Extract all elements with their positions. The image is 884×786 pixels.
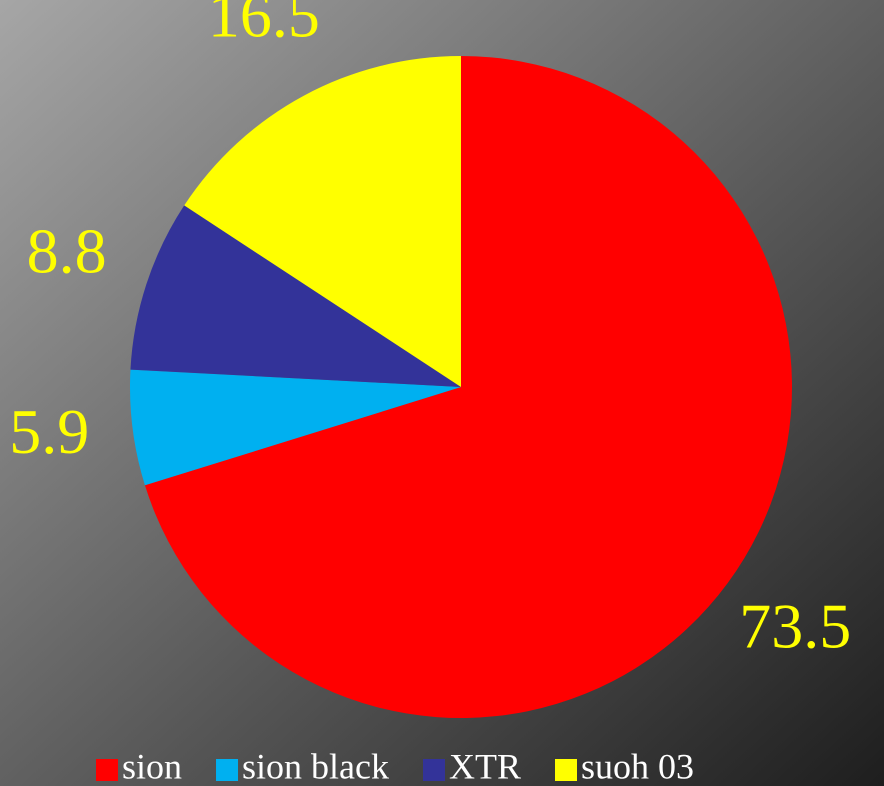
legend-swatch: [555, 759, 577, 781]
data-label: 5.9: [9, 396, 89, 467]
legend-swatch: [216, 759, 239, 781]
legend-label: XTR: [449, 746, 521, 786]
pie-slice: [184, 56, 461, 387]
pie-slice: [130, 205, 461, 387]
pie-slice: [130, 369, 461, 486]
pie-slice: [144, 56, 793, 718]
data-label: 16.5: [208, 0, 320, 51]
legend-label: sion black: [242, 746, 389, 786]
legend-label: sion: [122, 746, 182, 786]
data-label: 73.5: [739, 591, 851, 662]
legend-label: suoh 03: [581, 746, 694, 786]
data-label: 8.8: [27, 215, 107, 286]
legend-swatch: [423, 759, 445, 781]
legend-swatch: [96, 759, 118, 781]
